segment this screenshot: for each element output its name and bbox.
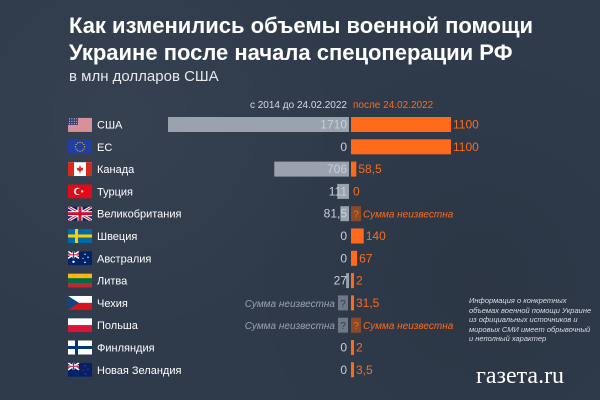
category-label: Литва — [97, 276, 128, 288]
unknown-marker: ? — [340, 321, 346, 332]
bar-after-unknown — [351, 317, 361, 333]
brand-logo: газета.ru — [476, 363, 565, 389]
bar-after — [351, 228, 364, 244]
chart-subtitle: в млн долларов США — [69, 68, 219, 85]
sweden-flag-icon — [68, 229, 92, 243]
australia-flag-icon — [68, 251, 92, 266]
turkey-flag-icon — [68, 184, 92, 199]
chart-row: Канада 706 58,5 — [68, 161, 382, 177]
bar-after — [351, 273, 354, 289]
bar-before-unknown — [338, 295, 348, 311]
chart-title: Как изменились объемы военной помощи Укр… — [69, 13, 534, 65]
category-label: ЕС — [97, 142, 112, 154]
bar-after — [351, 340, 354, 355]
value-label-before: 0 — [340, 229, 347, 243]
value-label-before: 0 — [340, 363, 347, 377]
lithuania-flag-icon — [68, 273, 92, 288]
bar-after — [351, 117, 451, 132]
chart-row: Чехия ? Сумма неизвестна 31,5 — [68, 295, 380, 311]
category-label: Польша — [97, 320, 139, 332]
category-label: Чехия — [97, 298, 128, 310]
canada-flag-icon — [68, 162, 92, 177]
bar-before — [346, 273, 349, 289]
category-label: США — [97, 120, 123, 132]
finland-flag-icon — [68, 340, 92, 355]
value-label-after: 58,5 — [358, 162, 382, 176]
value-label-after: 140 — [366, 229, 386, 243]
value-label-after: 3,5 — [356, 363, 373, 377]
bar-before — [340, 206, 349, 222]
value-label-after: 67 — [359, 251, 373, 265]
value-label-before: 1710 — [320, 118, 347, 132]
unknown-marker: ? — [353, 210, 359, 221]
new-zealand-flag-icon — [68, 362, 92, 377]
bar-before — [168, 117, 349, 132]
chart-row: Великобритания 81,5? Сумма неизвестна — [68, 206, 454, 222]
category-label: Канада — [97, 164, 135, 176]
value-label-before: 706 — [327, 162, 347, 176]
category-label: Великобритания — [97, 209, 182, 221]
value-label-before: 0 — [340, 251, 347, 265]
value-label-after: 2 — [356, 274, 363, 288]
value-label-before: 0 — [340, 140, 347, 154]
us-flag-icon — [68, 117, 92, 132]
category-label: Новая Зеландия — [97, 365, 181, 377]
value-label-before: 81,5 — [324, 207, 348, 221]
category-label: Швеция — [97, 231, 137, 243]
chart-row: Новая Зеландия 0 3,5 — [68, 362, 373, 378]
legend-after: после 24.02.2022 — [353, 100, 434, 111]
value-label-before: 27 — [334, 274, 348, 288]
value-label-after: 1100 — [453, 140, 479, 154]
bar-after — [351, 161, 357, 177]
chart-row: Финляндия 0 2 — [68, 340, 363, 355]
bar-after — [351, 250, 358, 266]
unknown-marker: ? — [353, 321, 359, 332]
czech-flag-icon — [68, 295, 92, 310]
uk-flag-icon — [68, 206, 92, 221]
eu-flag-icon — [68, 139, 92, 154]
bar-after — [351, 295, 354, 311]
value-label-after: 0 — [353, 184, 360, 198]
bar-before — [274, 161, 349, 177]
chart-row: Литва 27 2 — [68, 273, 363, 289]
chart-row: Турция 111 0 — [68, 183, 360, 199]
poland-flag-icon — [68, 318, 92, 333]
value-label-before: Сумма неизвестна — [245, 321, 336, 332]
bar-after — [351, 139, 451, 155]
value-label-after: 31,5 — [356, 296, 380, 310]
category-label: Австралия — [97, 253, 151, 265]
legend-before: с 2014 до 24.02.2022 — [249, 100, 347, 111]
value-label-after: 1100 — [453, 118, 479, 132]
bar-before — [337, 183, 349, 199]
bar-after — [351, 362, 354, 378]
unknown-marker: ? — [340, 299, 346, 310]
category-label: Финляндия — [97, 343, 155, 355]
value-label-after: Сумма неизвестна — [363, 321, 454, 332]
value-label-before: 111 — [329, 184, 348, 198]
chart-row: Польша ? Сумма неизвестна? Сумма неизвестна — [68, 317, 454, 333]
category-label: Турция — [97, 186, 133, 198]
value-label-before: 0 — [340, 341, 347, 355]
value-label-before: Сумма неизвестна — [245, 299, 336, 310]
bar-after-unknown — [351, 206, 361, 222]
bar-before-unknown — [338, 317, 348, 333]
chart-row: США 1710 1100 — [68, 117, 479, 132]
disclaimer-note: Информация о конкретных объемах военной … — [469, 296, 592, 343]
value-label-after: Сумма неизвестна — [363, 210, 454, 221]
chart-row: Австралия 0 67 — [68, 250, 373, 266]
chart-row: Швеция 0 140 — [68, 228, 386, 244]
value-label-after: 2 — [356, 341, 363, 355]
chart-row: ЕС 0 1100 — [68, 139, 479, 155]
